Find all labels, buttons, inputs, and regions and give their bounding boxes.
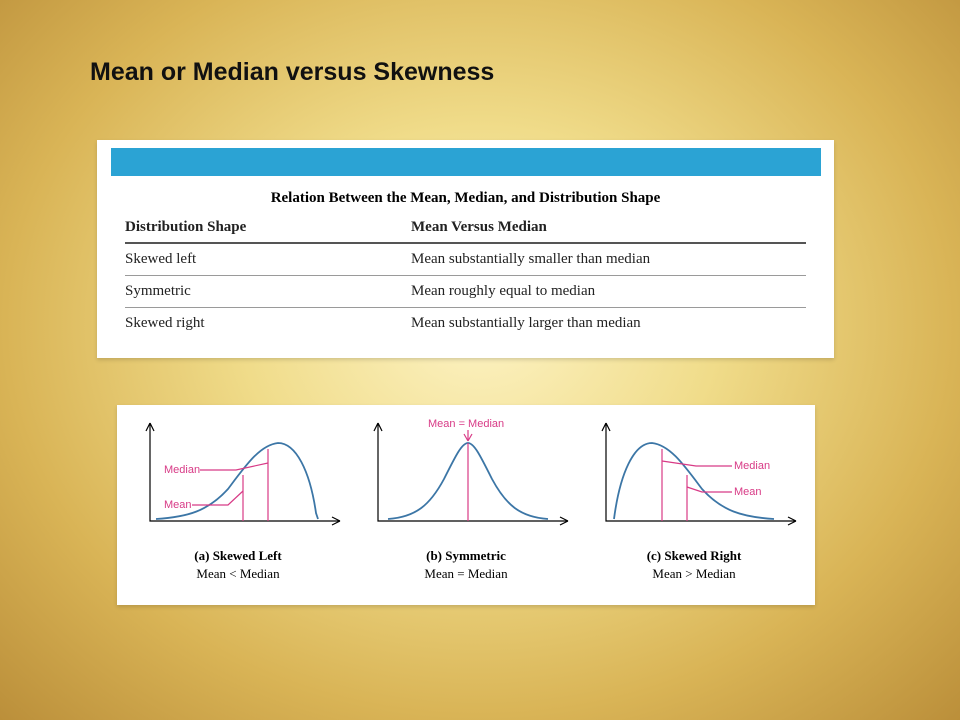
plot-symmetric: Mean = Median xyxy=(355,413,577,545)
caption-c-bold: (c) Skewed Right xyxy=(647,548,742,563)
curve-skewed-right xyxy=(614,443,774,519)
panel-skewed-left: Median Mean (a) Skewed Left Mean < Media… xyxy=(127,413,349,599)
table-row: Symmetric Mean roughly equal to median xyxy=(125,276,806,308)
page-title: Mean or Median versus Skewness xyxy=(90,58,494,87)
distribution-charts: Median Mean (a) Skewed Left Mean < Media… xyxy=(117,405,815,605)
col-header-shape: Distribution Shape xyxy=(125,215,411,243)
axis xyxy=(606,423,796,521)
cell-shape: Skewed right xyxy=(125,308,411,340)
panel-symmetric: Mean = Median (b) Symmetric Mean = Media… xyxy=(355,413,577,599)
leader-median xyxy=(662,461,732,466)
cell-relation: Mean substantially smaller than median xyxy=(411,243,806,276)
relation-table-card: Relation Between the Mean, Median, and D… xyxy=(97,140,834,358)
plot-skewed-right: Median Mean xyxy=(583,413,805,545)
caption-a-bold: (a) Skewed Left xyxy=(194,548,281,563)
caption-c: (c) Skewed Right Mean > Median xyxy=(583,547,805,582)
table-row: Skewed left Mean substantially smaller t… xyxy=(125,243,806,276)
caption-b-bold: (b) Symmetric xyxy=(426,548,506,563)
leader-mean xyxy=(687,487,732,492)
label-mean-median: Mean = Median xyxy=(428,418,504,430)
label-median: Median xyxy=(734,460,770,472)
cell-shape: Skewed left xyxy=(125,243,411,276)
relation-table: Relation Between the Mean, Median, and D… xyxy=(97,176,834,339)
caption-b: (b) Symmetric Mean = Median xyxy=(355,547,577,582)
table-caption: Relation Between the Mean, Median, and D… xyxy=(125,186,806,215)
leader-median xyxy=(200,463,268,470)
col-header-relation: Mean Versus Median xyxy=(411,215,806,243)
panel-skewed-right: Median Mean (c) Skewed Right Mean > Medi… xyxy=(583,413,805,599)
relation-table-body: Distribution Shape Mean Versus Median Sk… xyxy=(125,215,806,339)
caption-c-rel: Mean > Median xyxy=(652,566,735,581)
axis xyxy=(378,423,568,521)
label-median: Median xyxy=(164,464,200,476)
cell-relation: Mean roughly equal to median xyxy=(411,276,806,308)
caption-a: (a) Skewed Left Mean < Median xyxy=(127,547,349,582)
caption-a-rel: Mean < Median xyxy=(196,566,279,581)
table-row: Skewed right Mean substantially larger t… xyxy=(125,308,806,340)
caption-b-rel: Mean = Median xyxy=(424,566,507,581)
cell-relation: Mean substantially larger than median xyxy=(411,308,806,340)
label-mean: Mean xyxy=(734,486,762,498)
table-header-bar xyxy=(111,148,821,176)
cell-shape: Symmetric xyxy=(125,276,411,308)
label-mean: Mean xyxy=(164,499,192,511)
plot-skewed-left: Median Mean xyxy=(127,413,349,545)
